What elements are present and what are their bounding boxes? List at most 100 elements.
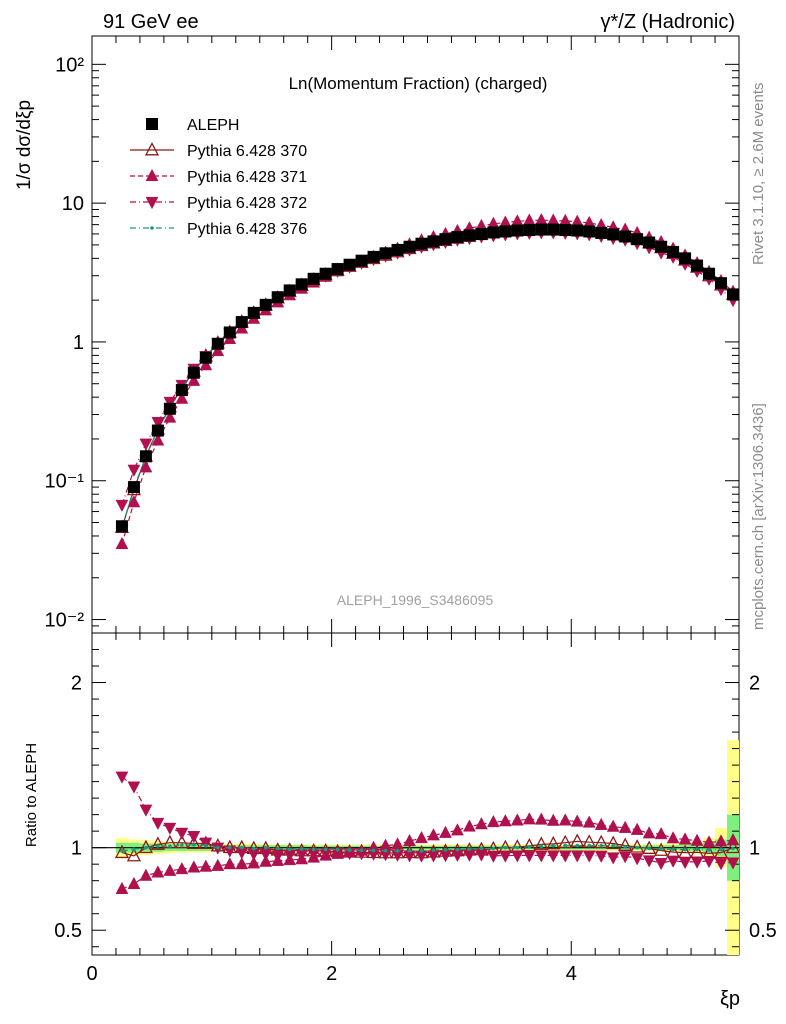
- ratio-data-point: [654, 857, 668, 871]
- ratio-data-point: [731, 846, 735, 851]
- main-data-point: [151, 416, 165, 430]
- main-data-point: [199, 358, 213, 371]
- main-series-group: [114, 212, 741, 550]
- ratio-data-point: [311, 847, 316, 852]
- main-data-point: [187, 373, 201, 386]
- ratio-data-point: [558, 813, 572, 826]
- ratio-data-point: [587, 843, 592, 848]
- ratio-data-point: [563, 843, 568, 848]
- ratio-data-point: [120, 849, 124, 853]
- ratio-data-point: [235, 857, 249, 870]
- main-data-point: [139, 450, 152, 463]
- ratio-y-tick-label-right: 2: [749, 673, 760, 695]
- ratio-data-point: [259, 848, 273, 862]
- ratio-plot-frame: [91, 632, 740, 956]
- ratio-data-point: [570, 814, 584, 827]
- ratio-data-point: [467, 847, 472, 851]
- ratio-data-point: [678, 856, 692, 870]
- ratio-data-point: [606, 835, 621, 849]
- x-tick-label: 2: [326, 963, 337, 985]
- main-data-point: [499, 225, 512, 238]
- main-data-point: [631, 233, 644, 246]
- ratio-data-point: [247, 856, 261, 869]
- ratio-data-point: [186, 835, 201, 849]
- main-data-point: [127, 464, 141, 477]
- ratio-data-point: [702, 835, 716, 848]
- ratio-data-point: [150, 836, 165, 850]
- ratio-data-point: [204, 843, 208, 848]
- main-data-point: [534, 212, 548, 226]
- ratio-data-point: [546, 813, 560, 826]
- main-data-point: [451, 231, 464, 244]
- tick-labels: 0 2 4 10⁻² 10⁻¹ 1 10 10² 0.5 0.5 1 1 2 2: [45, 54, 777, 985]
- ratio-data-point: [163, 863, 177, 876]
- ratio-data-point: [132, 847, 136, 852]
- ratio-data-point: [479, 846, 484, 851]
- ratio-data-point: [599, 843, 604, 848]
- main-data-point: [319, 267, 332, 280]
- main-series-4: [120, 227, 735, 530]
- ratio-data-point: [630, 822, 644, 835]
- main-data-point: [463, 229, 476, 242]
- axis-ticks: [91, 36, 739, 955]
- legend-entry: Pythia 6.428 371: [130, 168, 307, 186]
- main-data-point: [571, 224, 584, 237]
- ratio-data-point: [726, 833, 740, 846]
- ratio-data-point: [139, 868, 153, 881]
- ratio-data-point: [251, 846, 256, 851]
- ratio-data-point: [510, 813, 524, 826]
- ratio-data-point: [347, 848, 352, 852]
- ratio-data-point: [671, 847, 675, 852]
- main-data-point: [127, 481, 140, 494]
- ratio-data-point: [606, 819, 620, 832]
- ratio-series-line: [121, 840, 734, 857]
- ratio-data-point: [151, 817, 165, 831]
- ratio-data-point: [407, 849, 412, 853]
- main-data-point: [175, 391, 189, 404]
- ratio-data-point: [187, 831, 201, 844]
- legend-label: Pythia 6.428 370: [187, 143, 307, 160]
- ratio-data-point: [719, 847, 723, 852]
- main-data-point: [295, 278, 308, 291]
- main-data-point: [727, 288, 740, 301]
- main-data-point: [558, 213, 572, 226]
- main-y-tick-label: 10: [62, 193, 84, 215]
- ratio-data-point: [192, 843, 196, 847]
- ratio-data-point: [168, 844, 172, 848]
- ratio-data-point: [115, 771, 129, 784]
- main-y-tick-label: 10²: [55, 54, 84, 76]
- main-data-point: [247, 306, 260, 319]
- main-data-point: [667, 245, 680, 258]
- main-data-point: [223, 326, 236, 339]
- ratio-data-point: [527, 845, 532, 849]
- ratio-data-point: [695, 847, 699, 852]
- ratio-data-point: [594, 850, 608, 863]
- main-data-point: [679, 252, 692, 265]
- ratio-data-point: [419, 849, 424, 853]
- ratio-data-point: [582, 850, 596, 863]
- ratio-data-point: [463, 819, 476, 832]
- ratio-data-point: [618, 837, 633, 851]
- ratio-y-axis-label: Ratio to ALEPH: [23, 743, 40, 847]
- ratio-data-point: [594, 817, 608, 830]
- ratio-data-point: [180, 843, 184, 847]
- ratio-data-point: [287, 847, 292, 852]
- ratio-data-point: [227, 845, 232, 850]
- ratio-data-point: [725, 839, 741, 854]
- ratio-series-line: [121, 818, 734, 890]
- ratio-data-point: [223, 845, 237, 858]
- main-data-point: [307, 272, 320, 285]
- legend-entry: ALEPH: [146, 117, 239, 134]
- ratio-data-point: [546, 850, 560, 863]
- ratio-series-group: [114, 771, 741, 894]
- ratio-data-point: [451, 823, 464, 836]
- ratio-data-point: [659, 846, 663, 851]
- ratio-data-point: [174, 834, 189, 849]
- main-data-point: [583, 225, 596, 238]
- ratio-data-point: [223, 857, 237, 870]
- ratio-data-point: [323, 847, 328, 852]
- ratio-data-point: [515, 845, 520, 850]
- main-data-point: [511, 224, 524, 237]
- ratio-data-point: [582, 815, 596, 828]
- main-data-point: [163, 410, 177, 423]
